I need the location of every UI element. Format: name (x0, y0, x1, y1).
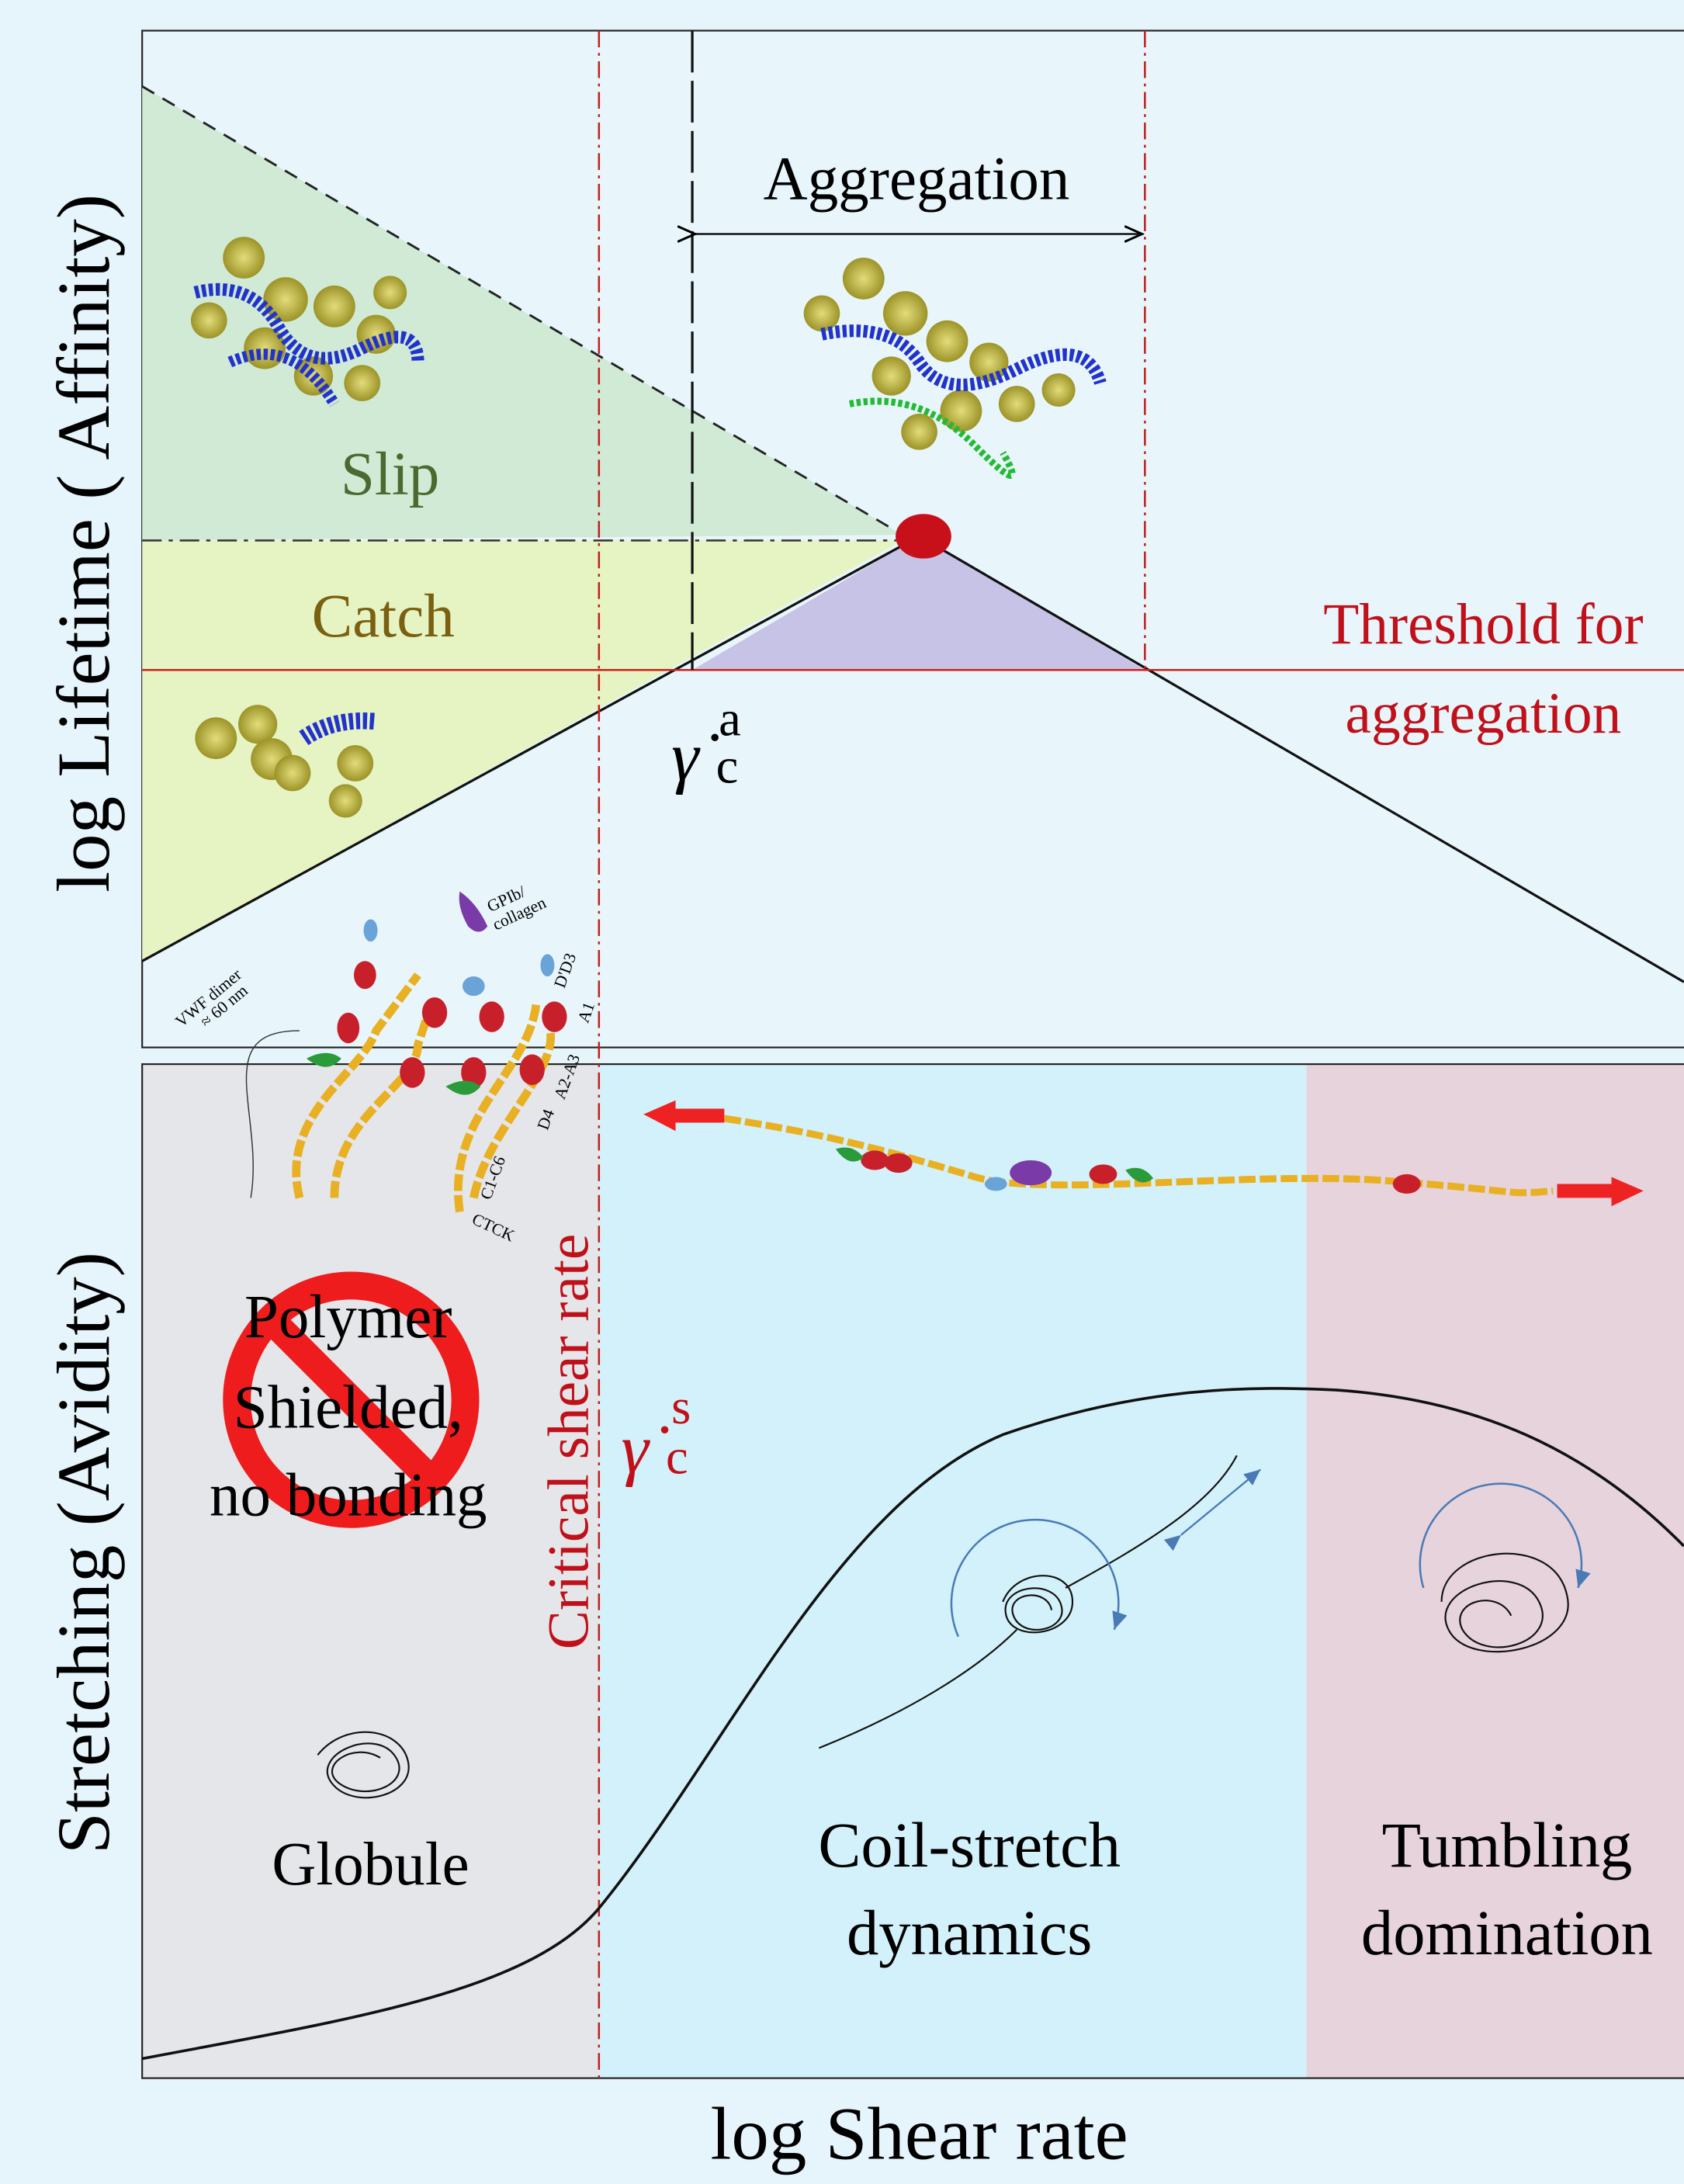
slip-label: Slip (341, 441, 439, 508)
shielded-label: Shielded, (234, 1375, 463, 1442)
gamma-sub: c (666, 1429, 688, 1485)
catch-label: Catch (312, 583, 455, 650)
aggregation-label: Aggregation (764, 146, 1070, 213)
page: Shear rate diagram {"axes": {"top_y_labe… (0, 0, 1684, 2184)
critical-label: Critical shear rate (536, 1234, 601, 1650)
coil-label: dynamics (847, 1897, 1092, 1968)
gamma-sup: a (719, 691, 741, 747)
top-y-label: log Lifetime ( Affinity) (42, 194, 125, 893)
gamma-sup: s (671, 1378, 691, 1434)
x-label: log Shear rate (711, 2092, 1128, 2175)
coil-label: Coil-stretch (818, 1809, 1121, 1881)
threshold-label: aggregation (1346, 681, 1622, 746)
peak-dot (896, 514, 951, 558)
shielded-label: Polymer (244, 1284, 452, 1351)
shielded-label: no bonding (210, 1462, 487, 1530)
threshold-label: Threshold for (1323, 592, 1643, 657)
bottom-y-label: Stretching (Avidity) (42, 1252, 125, 1854)
diagram: log Lifetime ( Affinity) Stretching (Avi… (0, 0, 1684, 2184)
body: log Lifetime ( Affinity) Stretching (Avi… (0, 0, 1684, 2184)
tumbling-label: Tumbling (1382, 1809, 1633, 1881)
tumbling-label: domination (1361, 1897, 1653, 1968)
globule-label: Globule (272, 1831, 469, 1898)
globule-region (142, 1064, 599, 2078)
